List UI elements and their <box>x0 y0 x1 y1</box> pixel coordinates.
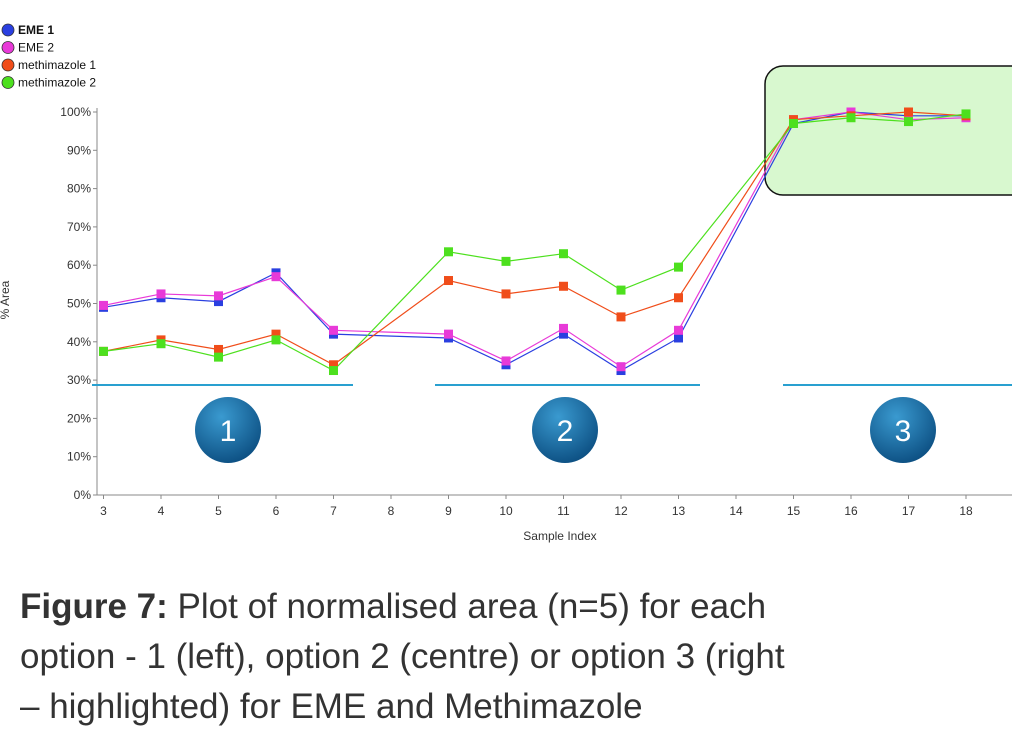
option-number: 1 <box>220 415 237 448</box>
data-point <box>271 329 281 339</box>
y-axis-label: % Area <box>0 280 12 319</box>
legend-marker <box>1 76 15 89</box>
data-point <box>846 113 856 123</box>
plot: 0% 10% 20% 30% 40% 50% 60% 70% 80% 90% 100% 3 4 5 6 7 8 9… <box>60 105 1012 518</box>
x-tick-label: 4 <box>158 504 165 518</box>
caption-label: Figure 7: <box>20 587 168 626</box>
data-point <box>444 276 453 286</box>
data-point <box>214 297 223 307</box>
x-tick-label: 18 <box>959 504 973 518</box>
data-point <box>271 335 281 345</box>
legend-marker <box>1 58 15 72</box>
caption-text: – highlighted) for EME and Methimazole <box>20 687 643 726</box>
y-tick-label: 80% <box>67 182 91 196</box>
data-point <box>501 256 511 266</box>
data-point <box>271 272 281 282</box>
data-point <box>559 281 568 291</box>
highlight-box <box>764 65 1012 196</box>
legend-marker <box>1 23 15 37</box>
data-point <box>99 300 108 310</box>
data-point <box>616 285 626 295</box>
x-tick-label: 3 <box>100 504 107 518</box>
x-tick-label: 17 <box>902 504 916 518</box>
data-point <box>674 262 683 272</box>
data-point <box>904 107 913 117</box>
data-point <box>329 325 338 335</box>
data-point <box>214 352 223 362</box>
option-badge <box>195 397 261 463</box>
data-point <box>329 366 338 376</box>
data-point <box>214 344 223 354</box>
data-point <box>789 118 798 128</box>
series-line <box>103 111 967 366</box>
data-point <box>156 339 166 349</box>
data-point <box>616 312 626 322</box>
data-point <box>501 289 511 299</box>
data-point <box>559 329 568 339</box>
legend-label: methimazole 2 <box>18 76 96 90</box>
legend-label: methimazole 1 <box>18 58 96 72</box>
series-line <box>103 111 967 368</box>
data-point <box>559 249 568 259</box>
data-point <box>616 362 626 372</box>
option-number: 2 <box>557 415 574 448</box>
data-point <box>501 356 511 366</box>
data-point <box>674 333 683 343</box>
data-point <box>329 360 338 370</box>
x-tick-label: 10 <box>499 504 513 518</box>
x-tick-label: 16 <box>844 504 858 518</box>
x-tick-label: 7 <box>330 504 337 518</box>
data-point <box>99 346 108 356</box>
data-point <box>444 329 453 339</box>
y-tick-label: 30% <box>67 373 91 387</box>
data-point <box>904 117 913 127</box>
y-tick-label: 100% <box>60 105 91 119</box>
series-line <box>103 113 967 372</box>
legend-marker <box>1 41 15 54</box>
x-tick-label: 14 <box>729 504 743 518</box>
x-tick-label: 11 <box>557 504 570 518</box>
data-point <box>674 325 683 335</box>
y-tick-label: 90% <box>67 143 91 157</box>
series-line <box>103 111 966 372</box>
x-tick-label: 6 <box>273 504 280 518</box>
y-tick-label: 60% <box>67 258 91 272</box>
data-point <box>674 293 683 303</box>
y-tick-label: 40% <box>67 335 91 349</box>
x-tick-label: 9 <box>445 504 452 518</box>
data-point <box>156 289 166 299</box>
caption: Figure 7: Plot of normalised area (n=5) … <box>20 587 766 626</box>
data-point <box>444 247 453 257</box>
x-tick-label: 8 <box>388 504 395 518</box>
legend-label: EME 2 <box>18 41 54 55</box>
data-point <box>961 109 971 119</box>
y-tick-label: 50% <box>67 297 91 311</box>
legend-label: EME 1 <box>18 23 54 37</box>
data-point <box>559 323 568 333</box>
option-number: 3 <box>895 415 912 448</box>
annotations: 1 2 3 <box>92 384 1012 463</box>
x-tick-label: 12 <box>614 504 628 518</box>
x-tick-label: 13 <box>672 504 686 518</box>
y-tick-label: 20% <box>67 411 91 425</box>
option-badge <box>532 397 598 463</box>
caption-text: option - 1 (left), option 2 (centre) or … <box>20 637 785 676</box>
caption-text: Plot of normalised area (n=5) for each <box>178 587 767 626</box>
y-tick-label: 0% <box>74 488 92 502</box>
option-badge <box>870 397 936 463</box>
x-tick-label: 15 <box>787 504 801 518</box>
data-point <box>214 291 223 301</box>
x-tick-label: 5 <box>215 504 222 518</box>
y-tick-label: 10% <box>67 450 91 464</box>
y-tick-label: 70% <box>67 220 91 234</box>
x-axis-label: Sample Index <box>523 529 596 543</box>
